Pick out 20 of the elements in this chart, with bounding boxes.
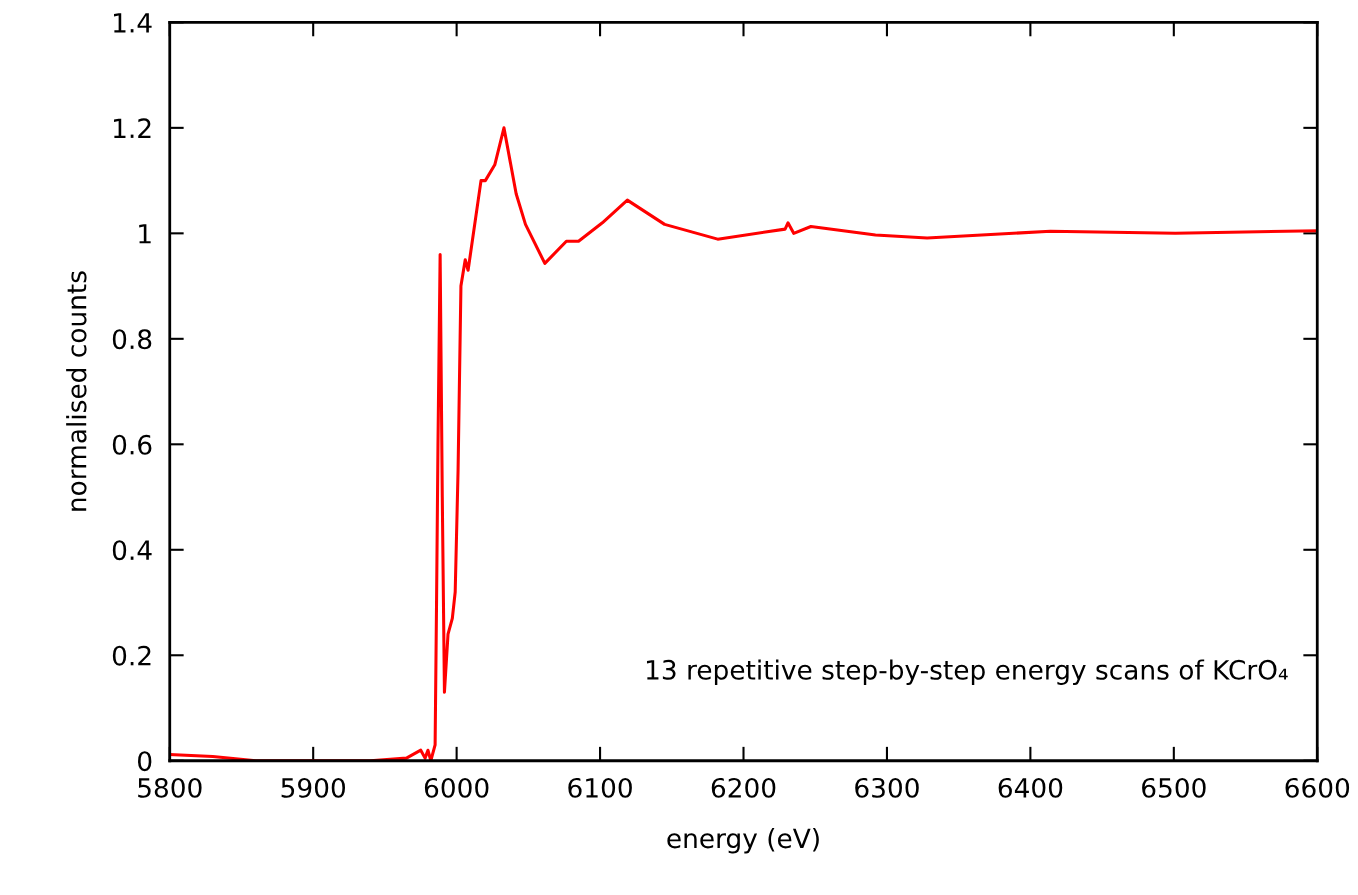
x-tick-label: 6600 bbox=[1285, 777, 1350, 798]
x-tick-label: 6200 bbox=[711, 777, 776, 798]
y-tick-label: 1.2 bbox=[114, 118, 151, 138]
y-tick-label: 0 bbox=[138, 751, 152, 772]
x-axis-title: energy (eV) bbox=[667, 827, 819, 854]
y-tick-label: 1 bbox=[139, 224, 151, 244]
x-tick-label: 6300 bbox=[855, 777, 919, 798]
x-tick-label: 6400 bbox=[998, 777, 1063, 798]
x-tick-label: 6000 bbox=[424, 777, 489, 798]
y-tick-label: 0.4 bbox=[112, 540, 152, 561]
x-tick-label: 5800 bbox=[138, 777, 202, 798]
x-tick-label: 6100 bbox=[568, 777, 632, 798]
y-axis-title: normalised counts bbox=[66, 271, 87, 511]
y-tick-label: 0.6 bbox=[112, 434, 152, 455]
y-tick-label: 0.2 bbox=[112, 645, 151, 666]
x-tick-label: 6500 bbox=[1142, 777, 1206, 798]
y-tick-label: 0.8 bbox=[112, 329, 152, 350]
x-tick-label: 5900 bbox=[281, 777, 346, 798]
y-tick-label: 1.4 bbox=[114, 13, 152, 33]
annotation: 13 repetitive step-by-step energy scans of KCrO₄ bbox=[646, 659, 1288, 685]
